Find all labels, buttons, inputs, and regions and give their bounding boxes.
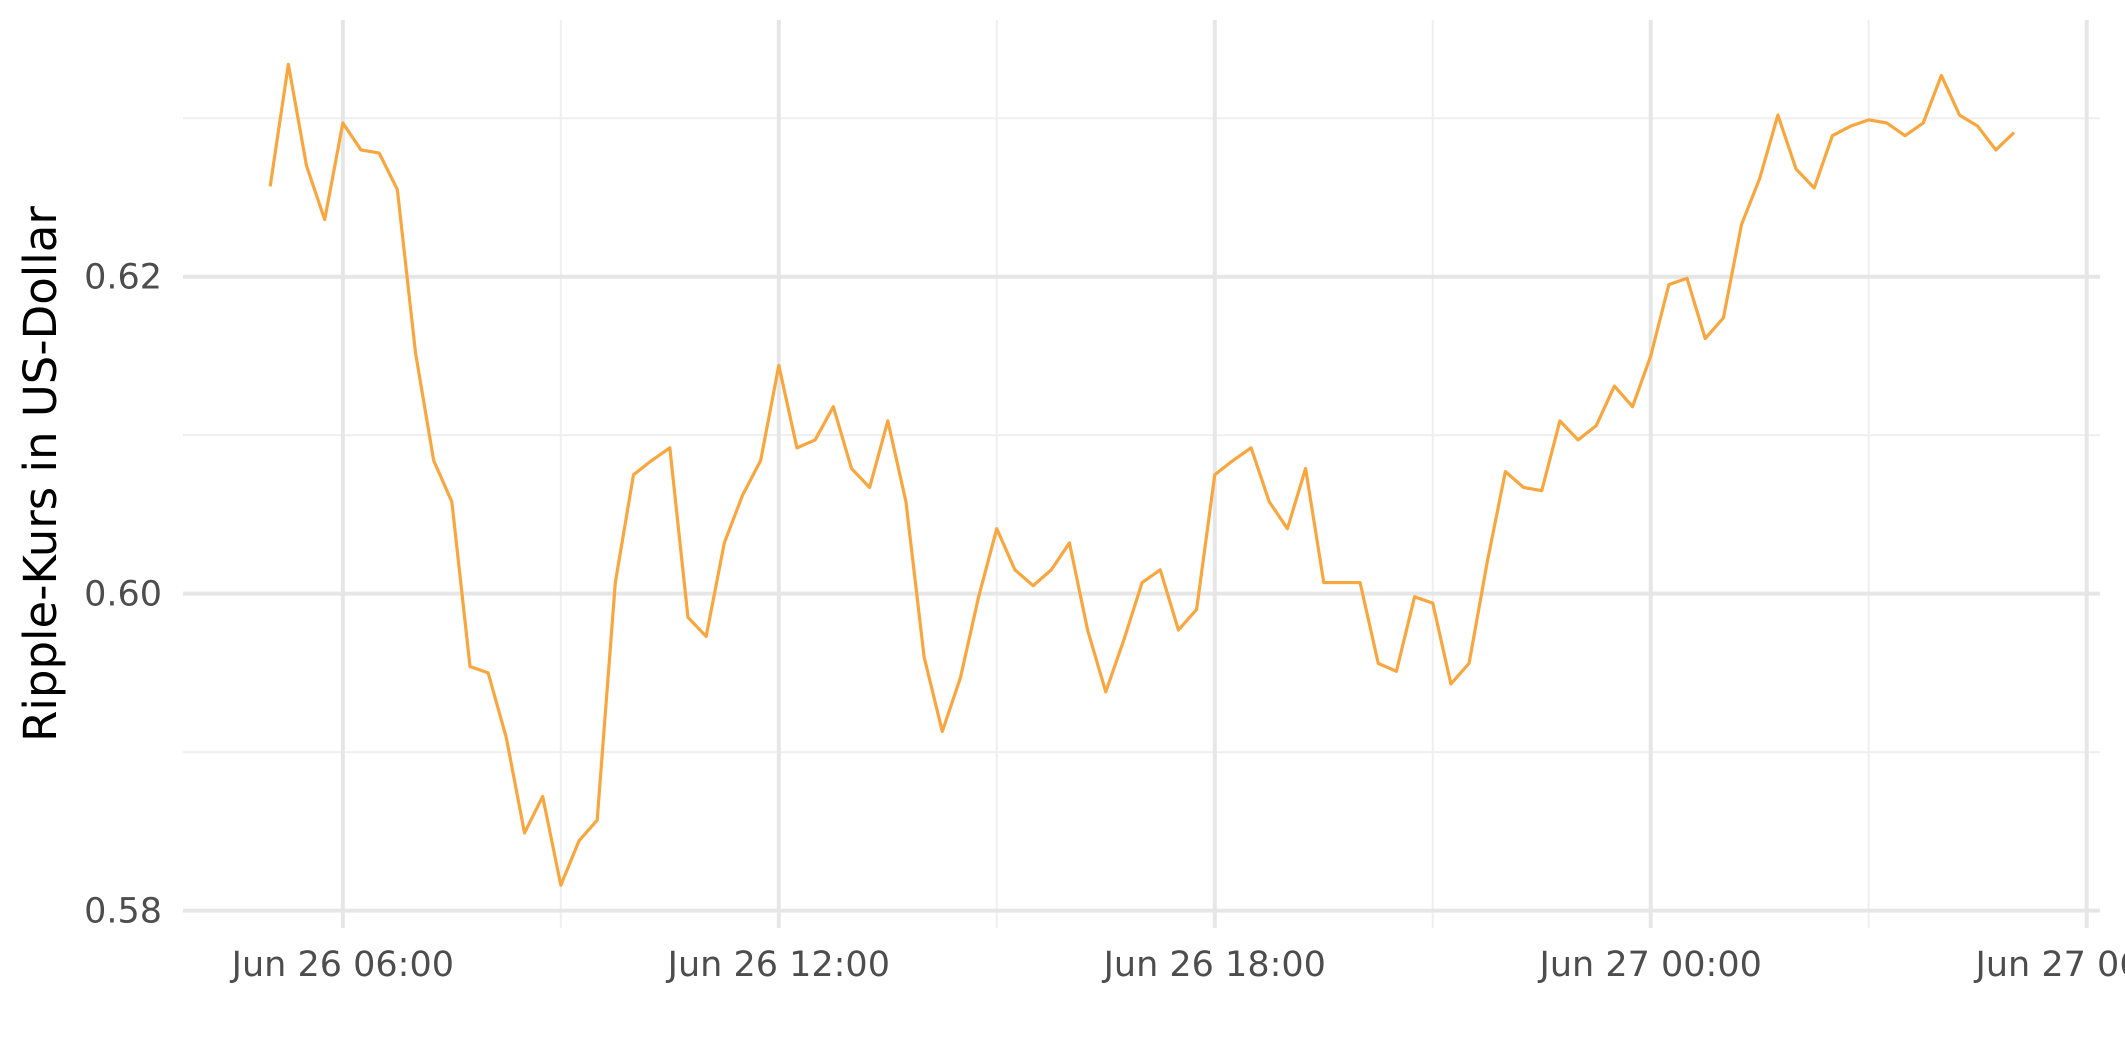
x-tick-label: Jun 26 06:00: [230, 945, 454, 985]
x-tick-label: Jun 26 12:00: [666, 945, 890, 985]
x-tick-label: Jun 27 06:00: [1974, 945, 2125, 985]
y-tick-label: 0.60: [84, 575, 162, 615]
x-tick-label: Jun 27 00:00: [1538, 945, 1762, 985]
y-tick-label: 0.62: [84, 258, 162, 298]
y-tick-label: 0.58: [84, 892, 162, 932]
price-line: [268, 62, 2016, 887]
y-axis-label: Ripple-Kurs in US-Dollar: [14, 206, 67, 742]
x-tick-label: Jun 26 18:00: [1102, 945, 1326, 985]
